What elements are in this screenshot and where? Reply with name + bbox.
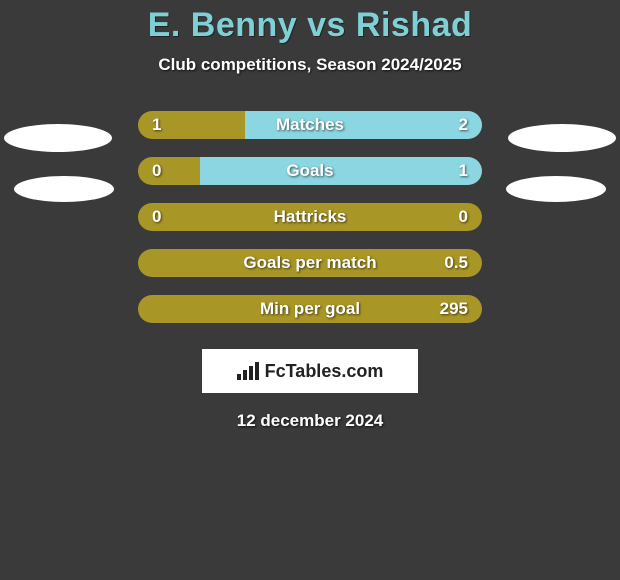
stat-row: Goals01 <box>0 149 620 195</box>
subtitle: Club competitions, Season 2024/2025 <box>0 55 620 75</box>
stat-bar <box>138 203 482 231</box>
stat-bar-left <box>138 295 482 323</box>
stat-row: Min per goal295 <box>0 287 620 333</box>
stat-row: Matches12 <box>0 103 620 149</box>
stat-bar <box>138 111 482 139</box>
comparison-card: E. Benny vs Rishad Club competitions, Se… <box>0 0 620 580</box>
stat-bar-left <box>138 249 482 277</box>
fctables-logo[interactable]: FcTables.com <box>202 349 418 393</box>
stat-bar <box>138 295 482 323</box>
stat-row: Hattricks00 <box>0 195 620 241</box>
page-title: E. Benny vs Rishad <box>0 6 620 45</box>
stat-bar-left <box>138 203 482 231</box>
bars-icon <box>237 362 259 380</box>
stat-bar-left <box>138 111 245 139</box>
stat-bar-left <box>138 157 200 185</box>
stat-bar <box>138 249 482 277</box>
stat-bar-right <box>245 111 482 139</box>
stat-rows: Matches12Goals01Hattricks00Goals per mat… <box>0 103 620 333</box>
stat-bar <box>138 157 482 185</box>
date-label: 12 december 2024 <box>0 411 620 431</box>
stat-bar-right <box>200 157 482 185</box>
logo-text: FcTables.com <box>265 361 384 382</box>
stat-row: Goals per match0.5 <box>0 241 620 287</box>
